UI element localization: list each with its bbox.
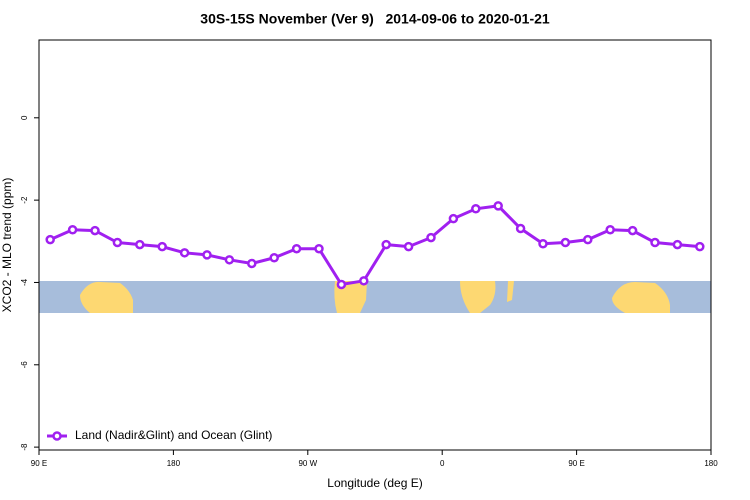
point (493, 201, 503, 211)
y-tick-label: 0 (20, 115, 29, 120)
x-tick-label: 90 W (298, 459, 317, 468)
point (448, 213, 459, 224)
point (247, 258, 257, 269)
point (560, 237, 571, 248)
point (426, 232, 436, 243)
point (202, 250, 212, 260)
point (515, 223, 526, 234)
x-tick-label: 180 (704, 459, 718, 468)
point (672, 239, 683, 250)
chart-title: 30S-15S November (Ver 9) 2014-09-06 to 2… (200, 11, 550, 27)
x-axis-label: Longitude (deg E) (327, 476, 422, 490)
point (627, 225, 638, 236)
point (605, 225, 615, 235)
point (359, 276, 369, 286)
y-axis-label: XCO2 - MLO trend (ppm) (0, 178, 14, 313)
legend-marker (52, 431, 62, 441)
point (112, 237, 123, 248)
point (157, 241, 167, 252)
point (650, 237, 660, 248)
point (269, 253, 279, 263)
point (471, 204, 481, 214)
point (90, 225, 100, 236)
series-line (49, 204, 700, 287)
point (695, 241, 705, 252)
point (381, 239, 391, 250)
map-band (39, 281, 711, 313)
legend-label: Land (Nadir&Glint) and Ocean (Glint) (75, 428, 272, 442)
point (179, 248, 190, 258)
point (45, 234, 55, 245)
x-tick-label: 0 (440, 459, 445, 468)
y-tick-label: -6 (20, 361, 29, 369)
y-tick-label: -2 (20, 196, 29, 204)
point (538, 239, 548, 249)
y-tick-label: -4 (20, 278, 29, 286)
point (583, 234, 593, 245)
point (67, 225, 78, 235)
x-tick-label: 180 (167, 459, 181, 468)
point (403, 241, 414, 252)
point (135, 239, 145, 250)
x-tick-label: 90 E (31, 459, 47, 468)
point (224, 255, 235, 265)
y-tick-label: -8 (20, 443, 29, 451)
point (336, 279, 347, 290)
point (314, 243, 324, 254)
point (291, 243, 302, 254)
x-tick-label: 90 E (568, 459, 584, 468)
plot-frame (38, 39, 712, 451)
